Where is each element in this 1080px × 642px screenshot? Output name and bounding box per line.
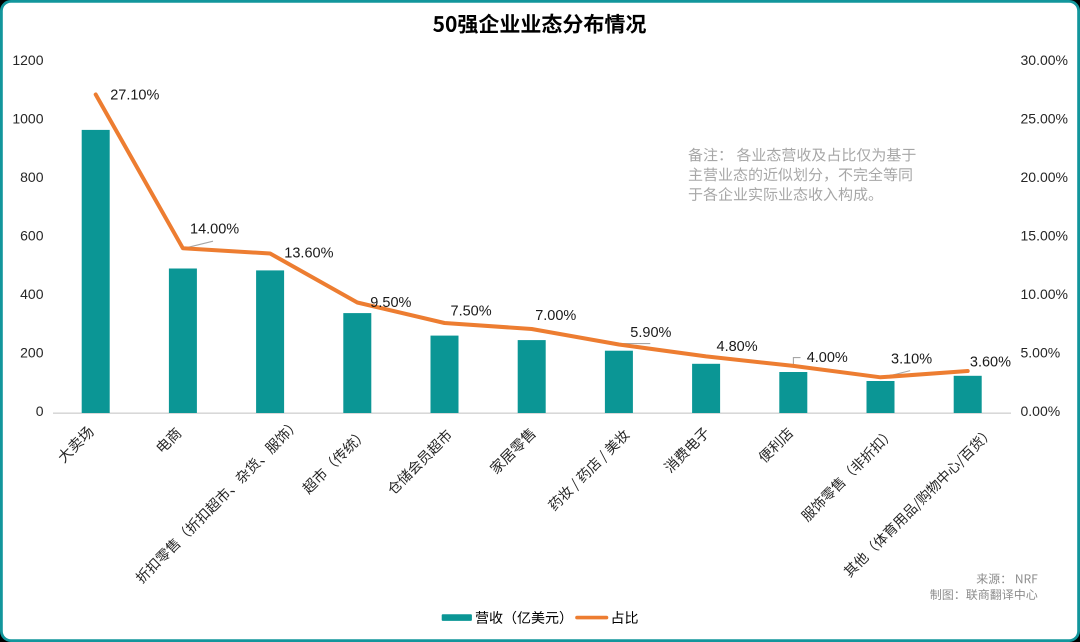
svg-text:10.00%: 10.00% [1021,286,1068,302]
svg-text:600: 600 [20,227,44,243]
svg-text:13.60%: 13.60% [284,246,333,262]
svg-text:3.60%: 3.60% [970,355,1011,371]
svg-text:20.00%: 20.00% [1021,169,1068,185]
svg-text:1200: 1200 [12,52,43,68]
svg-text:3.10%: 3.10% [891,352,932,368]
svg-text:5.90%: 5.90% [630,325,671,341]
svg-text:7.50%: 7.50% [451,303,492,319]
svg-text:200: 200 [20,344,44,360]
svg-text:25.00%: 25.00% [1021,110,1068,126]
svg-text:9.50%: 9.50% [370,295,411,311]
svg-text:800: 800 [20,169,44,185]
svg-text:30.00%: 30.00% [1021,52,1068,68]
svg-text:5.00%: 5.00% [1021,344,1061,360]
svg-text:4.80%: 4.80% [717,339,758,355]
svg-text:15.00%: 15.00% [1021,227,1068,243]
svg-text:7.00%: 7.00% [535,308,576,324]
svg-text:400: 400 [20,286,44,302]
svg-text:14.00%: 14.00% [190,221,239,237]
svg-text:1000: 1000 [12,110,43,126]
svg-text:4.00%: 4.00% [807,350,848,366]
svg-text:0.00%: 0.00% [1021,403,1061,419]
svg-text:0: 0 [36,403,44,419]
svg-text:27.10%: 27.10% [110,87,159,103]
